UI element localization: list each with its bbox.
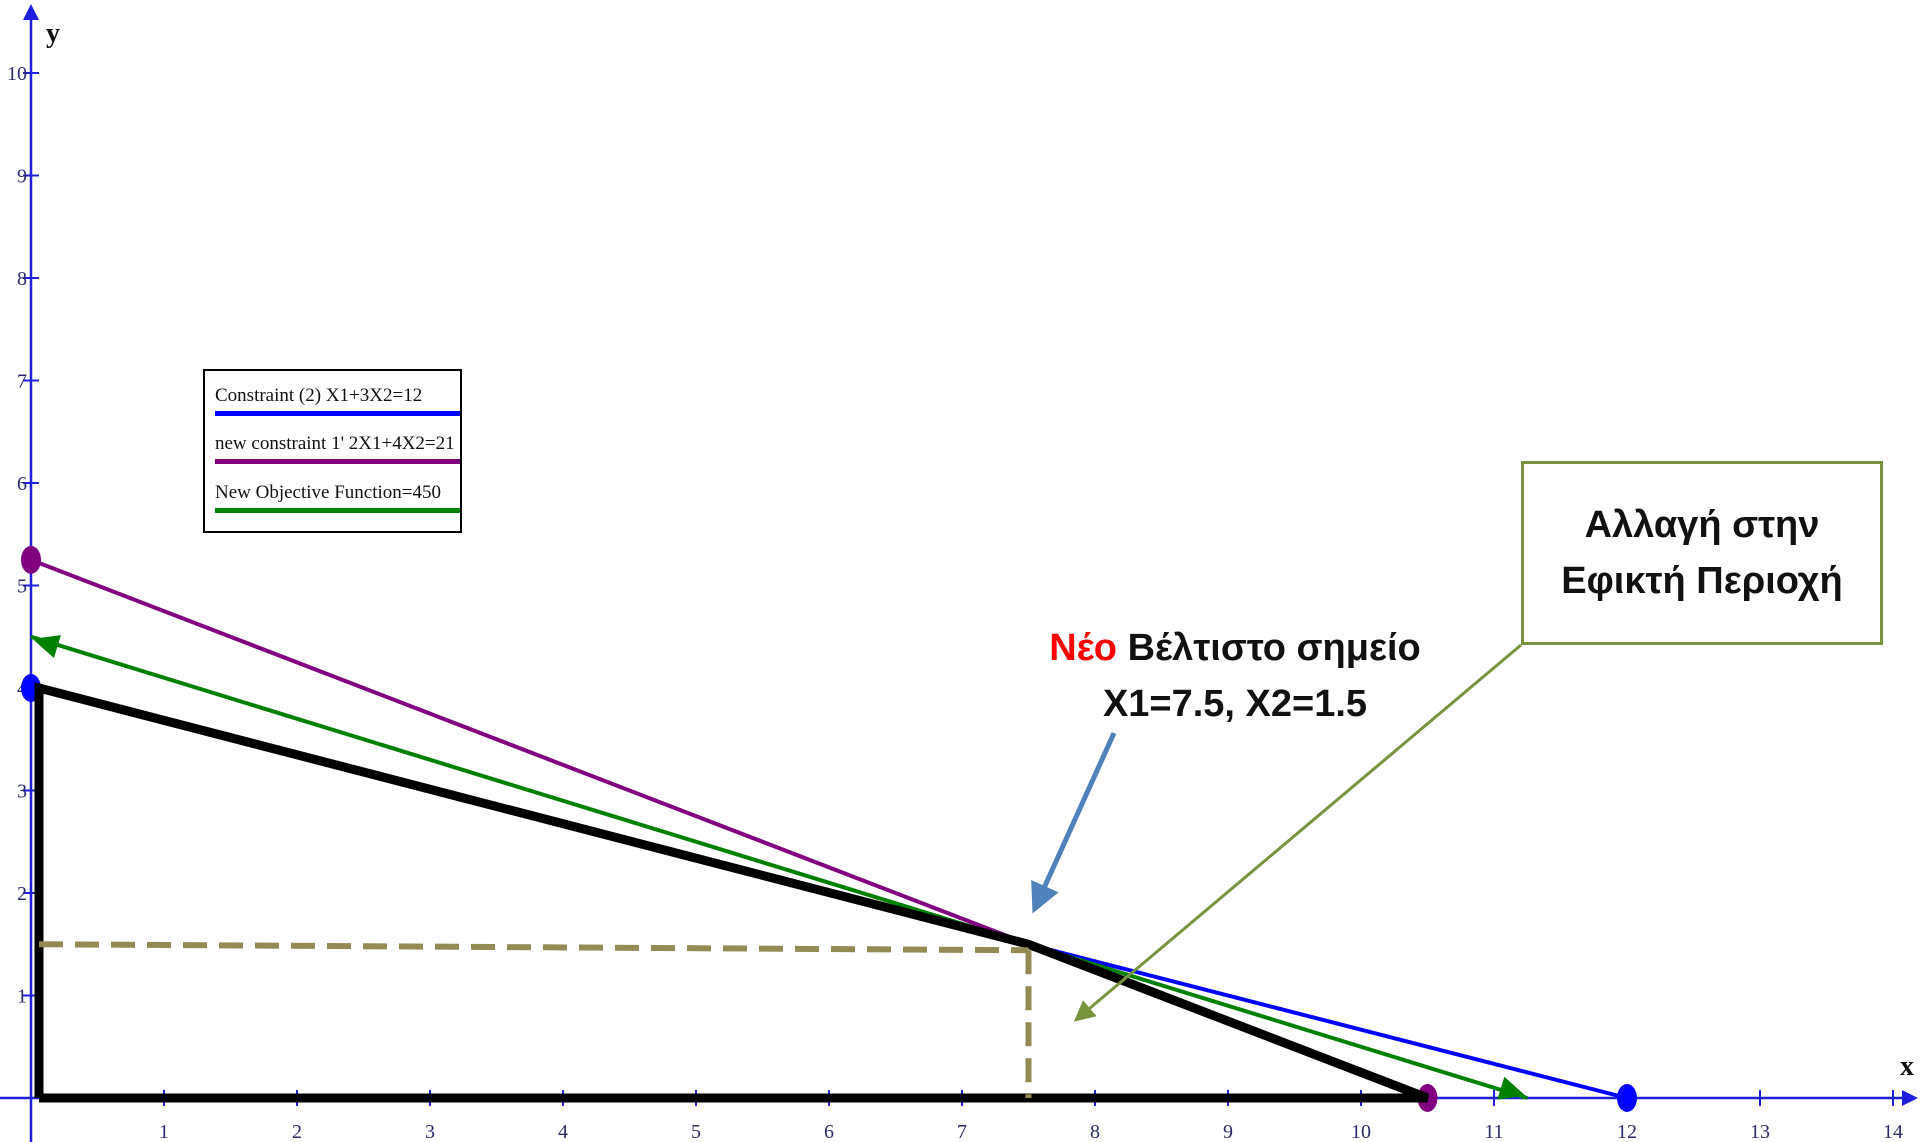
series-end-marker: [21, 545, 41, 574]
y-tick-label: 5: [17, 576, 27, 598]
y-tick-label: 3: [17, 781, 27, 803]
legend-item: New Objective Function=450: [212, 468, 460, 513]
region-arrow: [1073, 643, 1522, 1022]
x-tick-label: 6: [824, 1121, 834, 1142]
feasible-region-outline: [34, 682, 1430, 1103]
x-tick-label: 4: [558, 1121, 568, 1142]
legend-item: Constraint (2) X1+3X2=12: [212, 371, 460, 416]
x-tick-label: 2: [292, 1121, 302, 1142]
y-tick-label: 7: [17, 371, 27, 393]
optimum-guides: [38, 941, 1032, 1098]
y-tick-label: 6: [17, 473, 27, 495]
legend-swatch: [215, 459, 460, 464]
x-axis-label: x: [1900, 1051, 1914, 1082]
x-tick-label: 10: [1351, 1121, 1371, 1142]
optimum-title-rest: Βέλτιστο σημείο: [1127, 627, 1421, 669]
region-line-1: Αλλαγή στην: [1584, 504, 1820, 546]
y-tick-label: 8: [17, 268, 27, 290]
x-axis-arrowhead: [1902, 1090, 1918, 1106]
y-tick-label: 1: [17, 986, 27, 1008]
x-tick-label: 9: [1223, 1121, 1233, 1142]
feasible-region-callout: Αλλαγή στην Εφικτή Περιοχή: [1521, 461, 1883, 645]
series-end-marker: [1497, 1076, 1526, 1100]
x-tick-label: 8: [1090, 1121, 1100, 1142]
series-end-marker: [1617, 1084, 1637, 1112]
optimum-new-word: Νέο: [1049, 627, 1118, 669]
x-tick-label: 7: [957, 1121, 967, 1142]
legend-item: new constraint 1' 2X1+4X2=21: [212, 419, 460, 464]
legend-label: new constraint 1' 2X1+4X2=21: [215, 433, 455, 454]
x-tick-label: 5: [691, 1121, 701, 1142]
region-line-2: Εφικτή Περιοχή: [1561, 560, 1843, 602]
y-tick-label: 2: [17, 883, 27, 905]
series-line: [30, 634, 1528, 1100]
y-axis-arrowhead: [23, 4, 39, 20]
legend-swatch: [215, 508, 460, 513]
optimum-guide-horizontal: [38, 941, 1029, 954]
y-axis-label: y: [46, 18, 60, 49]
legend-label: Constraint (2) X1+3X2=12: [215, 385, 423, 406]
legend-label: New Objective Function=450: [215, 482, 442, 503]
optimum-arrow: [1031, 731, 1117, 914]
optimum-annotation: Νέο Βέλτιστο σημείο X1=7.5, X2=1.5: [985, 620, 1485, 732]
x-tick-label: 3: [425, 1121, 435, 1142]
x-tick-label: 14: [1883, 1121, 1903, 1142]
x-tick-label: 13: [1750, 1121, 1770, 1142]
x-tick-label: 1: [159, 1121, 169, 1142]
feasible-region: [34, 682, 1430, 1103]
x-tick-label: 11: [1484, 1121, 1503, 1142]
series-end-marker: [32, 635, 61, 659]
legend: Constraint (2) X1+3X2=12 new constraint …: [203, 369, 462, 533]
x-tick-label: 12: [1617, 1121, 1637, 1142]
optimum-coordinates: X1=7.5, X2=1.5: [1102, 683, 1368, 725]
optimum-title: Νέο Βέλτιστο σημείο: [985, 620, 1485, 676]
y-tick-label: 9: [17, 166, 27, 188]
legend-swatch: [215, 411, 460, 416]
y-tick-label: 10: [7, 63, 27, 85]
